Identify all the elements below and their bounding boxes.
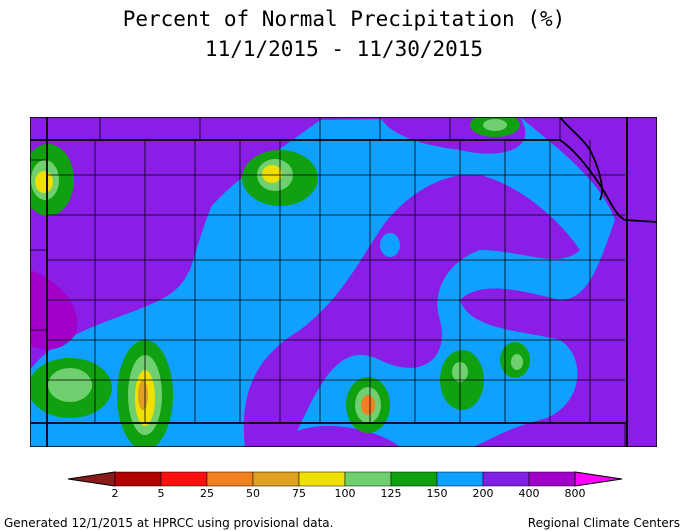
legend-swatch — [160, 471, 208, 487]
legend-tick-label: 25 — [200, 487, 214, 500]
map-subtitle: 11/1/2015 - 11/30/2015 — [205, 37, 483, 61]
legend-high-arrow — [574, 471, 623, 487]
legend-tick-label: 200 — [473, 487, 494, 500]
legend-swatch — [436, 471, 484, 487]
legend: 2 5 25 50 75 100 125 150 200 400 800 — [67, 471, 623, 500]
legend-swatch — [114, 471, 162, 487]
legend-swatch — [528, 471, 576, 487]
legend-tick-label: 100 — [335, 487, 356, 500]
legend-tick-label: 125 — [381, 487, 402, 500]
legend-swatch — [298, 471, 346, 487]
footer-right: Regional Climate Centers — [528, 516, 680, 530]
map-title: Percent of Normal Precipitation (%) — [123, 7, 566, 31]
legend-tick-label: 2 — [112, 487, 119, 500]
legend-tick-label: 800 — [565, 487, 586, 500]
legend-swatch — [482, 471, 530, 487]
legend-tick-label: 5 — [158, 487, 165, 500]
map — [30, 117, 657, 447]
legend-low-arrow — [67, 471, 116, 487]
legend-tick-label: 150 — [427, 487, 448, 500]
legend-swatch — [390, 471, 438, 487]
legend-tick-label: 400 — [519, 487, 540, 500]
footer-left: Generated 12/1/2015 at HPRCC using provi… — [4, 516, 333, 530]
legend-tick-label: 75 — [292, 487, 306, 500]
legend-swatch — [206, 471, 254, 487]
legend-swatch — [344, 471, 392, 487]
legend-tick-label: 50 — [246, 487, 260, 500]
legend-swatch — [252, 471, 300, 487]
